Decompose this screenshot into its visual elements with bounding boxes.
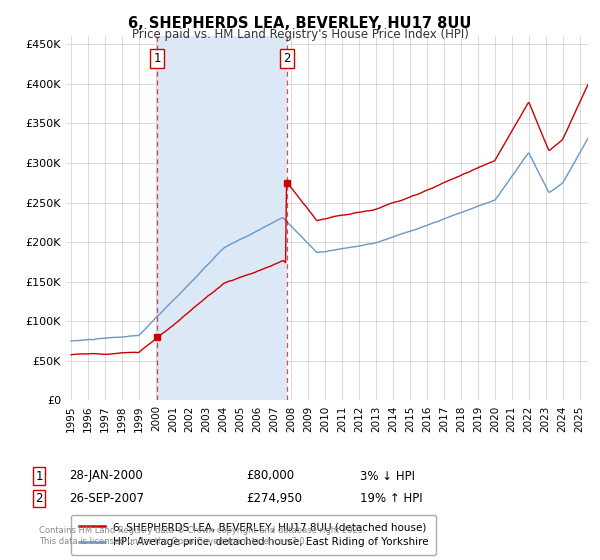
Text: 1: 1 [153,52,161,65]
Text: 28-JAN-2000: 28-JAN-2000 [69,469,143,483]
Legend: 6, SHEPHERDS LEA, BEVERLEY, HU17 8UU (detached house), HPI: Average price, detac: 6, SHEPHERDS LEA, BEVERLEY, HU17 8UU (de… [71,515,436,554]
Text: 3% ↓ HPI: 3% ↓ HPI [360,469,415,483]
Text: 1: 1 [35,469,43,483]
Text: Contains HM Land Registry data © Crown copyright and database right 2025.
This d: Contains HM Land Registry data © Crown c… [39,526,365,546]
Text: 19% ↑ HPI: 19% ↑ HPI [360,492,422,505]
Text: 26-SEP-2007: 26-SEP-2007 [69,492,144,505]
Text: £274,950: £274,950 [246,492,302,505]
Text: £80,000: £80,000 [246,469,294,483]
Bar [157,36,287,400]
Text: 2: 2 [283,52,291,65]
Text: 6, SHEPHERDS LEA, BEVERLEY, HU17 8UU: 6, SHEPHERDS LEA, BEVERLEY, HU17 8UU [128,16,472,31]
Text: Price paid vs. HM Land Registry's House Price Index (HPI): Price paid vs. HM Land Registry's House … [131,28,469,41]
Text: 2: 2 [35,492,43,505]
